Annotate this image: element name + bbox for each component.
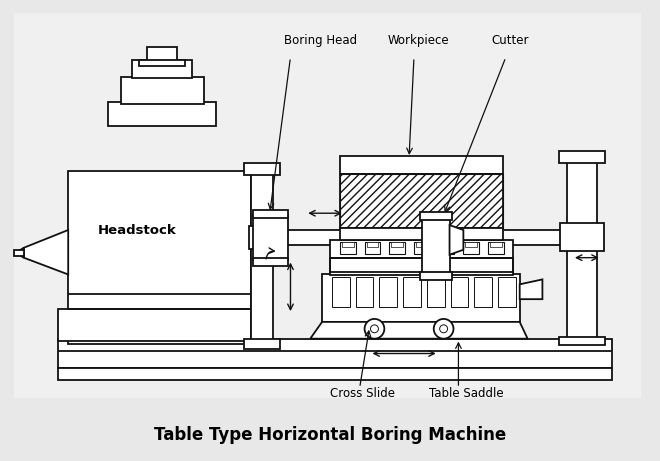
Bar <box>340 242 356 254</box>
Bar <box>475 278 492 307</box>
Polygon shape <box>519 279 543 299</box>
Bar <box>422 215 449 274</box>
Bar <box>560 223 604 251</box>
Bar <box>330 258 513 272</box>
Bar <box>340 174 503 228</box>
Bar <box>251 171 273 343</box>
Bar <box>364 242 380 254</box>
Bar <box>244 163 280 175</box>
Circle shape <box>440 325 447 333</box>
Bar <box>379 278 397 307</box>
Bar <box>14 12 642 398</box>
Bar <box>488 242 504 254</box>
Bar <box>340 228 503 240</box>
Polygon shape <box>24 230 68 274</box>
Bar <box>322 274 519 322</box>
Bar <box>330 240 513 258</box>
Bar <box>465 242 477 247</box>
Bar <box>147 47 177 61</box>
Text: Table Saddle: Table Saddle <box>429 386 504 400</box>
Bar <box>108 101 216 126</box>
Bar <box>439 242 455 254</box>
Bar <box>498 278 515 307</box>
Bar <box>416 242 428 247</box>
Bar <box>58 339 612 368</box>
Bar <box>463 242 479 254</box>
Bar <box>340 174 503 228</box>
Circle shape <box>364 319 384 339</box>
Bar <box>403 278 421 307</box>
Bar <box>559 151 605 163</box>
Bar <box>391 242 403 247</box>
Bar <box>14 250 24 256</box>
Bar <box>68 171 251 343</box>
Bar <box>253 210 288 218</box>
Bar <box>414 242 430 254</box>
Bar <box>356 278 374 307</box>
Bar <box>420 212 451 220</box>
Polygon shape <box>449 225 463 255</box>
Bar <box>253 258 288 266</box>
Bar <box>133 60 191 78</box>
Circle shape <box>434 319 453 339</box>
Bar <box>427 278 445 307</box>
Bar <box>244 339 280 349</box>
Bar <box>559 337 605 345</box>
Bar <box>139 60 185 66</box>
Bar <box>330 258 513 276</box>
Bar <box>253 215 288 260</box>
Polygon shape <box>16 248 24 258</box>
Bar <box>332 278 350 307</box>
Bar <box>249 226 257 249</box>
Text: Cross Slide: Cross Slide <box>330 386 395 400</box>
Bar <box>121 77 203 104</box>
Bar <box>441 242 453 247</box>
Bar <box>567 156 597 342</box>
Bar <box>340 156 503 174</box>
Text: Headstock: Headstock <box>98 224 177 236</box>
Text: Workpiece: Workpiece <box>387 34 449 47</box>
Text: Cutter: Cutter <box>491 34 529 47</box>
Text: Table Type Horizontal Boring Machine: Table Type Horizontal Boring Machine <box>154 426 506 444</box>
Bar <box>451 278 469 307</box>
Bar <box>420 272 451 280</box>
Bar <box>330 258 513 272</box>
Bar <box>366 242 378 247</box>
Bar <box>253 230 599 245</box>
Circle shape <box>370 325 378 333</box>
Bar <box>58 309 256 341</box>
Text: Boring Head: Boring Head <box>284 34 356 47</box>
Bar <box>490 242 502 247</box>
Bar <box>389 242 405 254</box>
Polygon shape <box>310 322 527 339</box>
Bar <box>58 368 612 380</box>
Bar <box>342 242 354 247</box>
